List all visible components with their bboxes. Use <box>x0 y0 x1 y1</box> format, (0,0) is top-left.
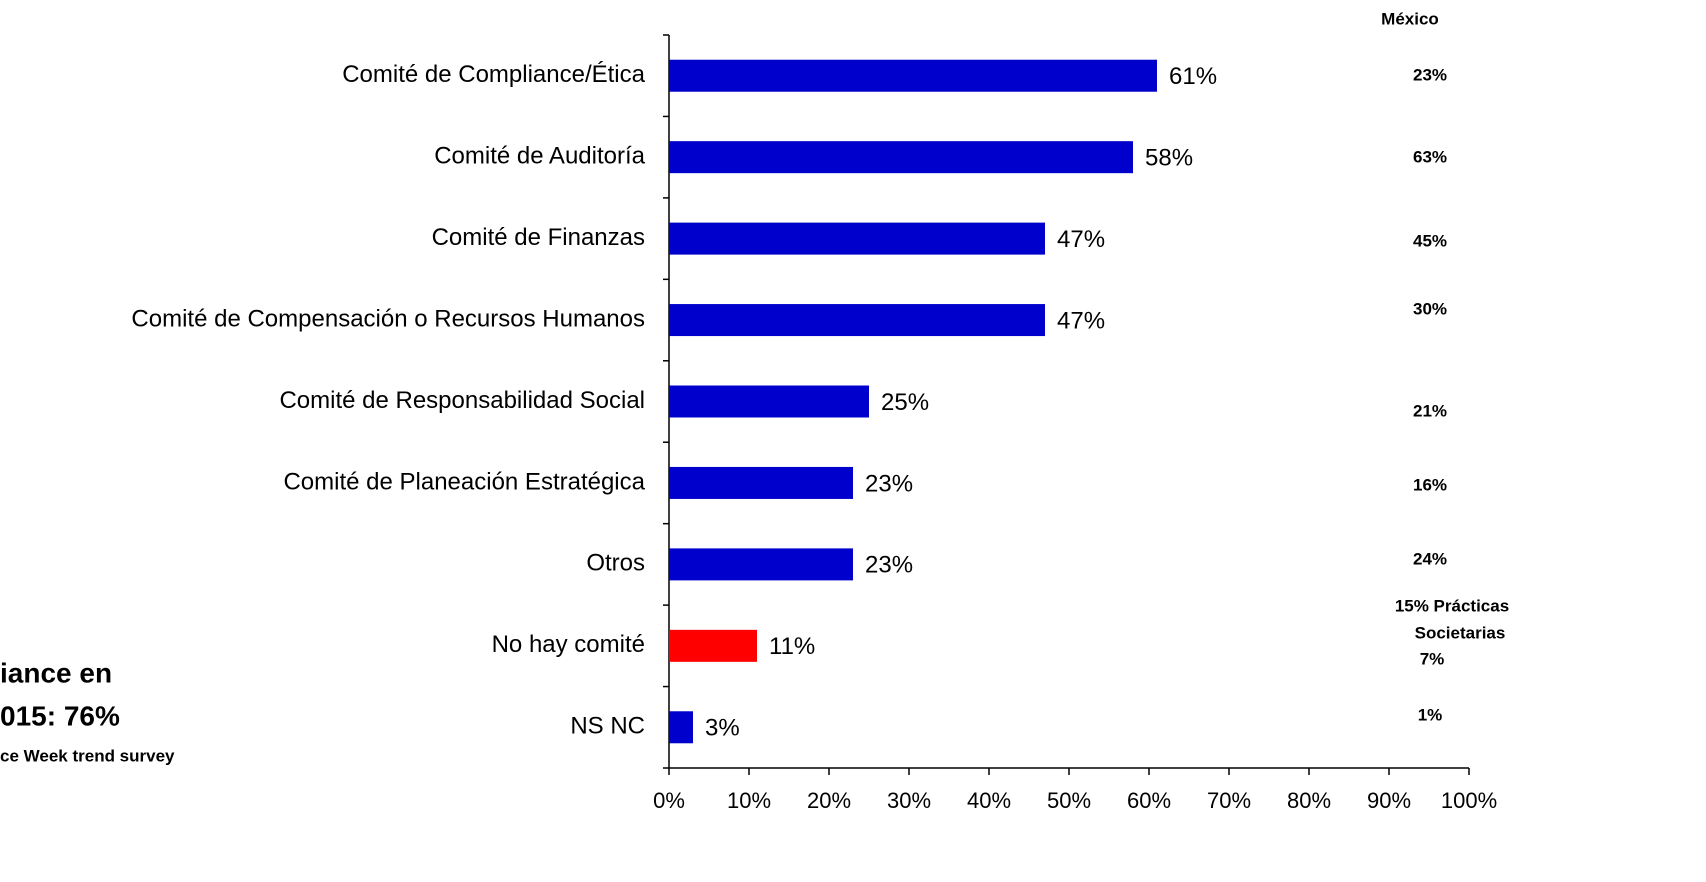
mexico-value: 45% <box>1413 231 1447 250</box>
mexico-value: 15% Prácticas <box>1395 596 1509 615</box>
x-tick-label: 30% <box>887 788 931 813</box>
value-label: 23% <box>865 470 913 497</box>
category-label: Comité de Compensación o Recursos Humano… <box>131 305 645 332</box>
bar <box>669 629 757 662</box>
category-label: Comité de Auditoría <box>434 143 645 170</box>
annotation: 015: 76% <box>0 700 120 731</box>
bar <box>669 59 1157 92</box>
category-label: No hay comité <box>492 631 645 658</box>
x-tick-label: 100% <box>1441 788 1497 813</box>
mexico-value: 30% <box>1413 299 1447 318</box>
mexico-value: 16% <box>1413 475 1447 494</box>
x-tick-label: 90% <box>1367 788 1411 813</box>
value-label: 3% <box>705 715 740 742</box>
x-tick-label: 70% <box>1207 788 1251 813</box>
category-label: Comité de Planeación Estratégica <box>283 468 645 495</box>
category-label: Comité de Finanzas <box>432 224 645 251</box>
mexico-value: 1% <box>1418 705 1443 724</box>
value-label: 47% <box>1057 226 1105 253</box>
x-tick-label: 50% <box>1047 788 1091 813</box>
value-label: 25% <box>881 389 929 416</box>
mexico-header: México <box>1381 9 1439 28</box>
bar <box>669 548 853 581</box>
mexico-value: 23% <box>1413 65 1447 84</box>
value-label: 61% <box>1169 63 1217 90</box>
value-label: 58% <box>1145 145 1193 172</box>
value-label: 47% <box>1057 307 1105 334</box>
category-label: Comité de Compliance/Ética <box>342 61 645 88</box>
mexico-value: 7% <box>1420 649 1445 668</box>
bar <box>669 466 853 499</box>
bar <box>669 222 1045 255</box>
category-label: NS NC <box>570 713 645 740</box>
category-label: Otros <box>586 550 645 577</box>
x-tick-label: 40% <box>967 788 1011 813</box>
mexico-value: 24% <box>1413 549 1447 568</box>
x-tick-label: 20% <box>807 788 851 813</box>
bar <box>669 711 693 744</box>
x-tick-label: 80% <box>1287 788 1331 813</box>
annotation: ce Week trend survey <box>0 746 175 765</box>
mexico-value: 63% <box>1413 147 1447 166</box>
annotation: iance en <box>0 657 112 688</box>
value-label: 11% <box>769 633 815 660</box>
bar <box>669 141 1133 174</box>
value-label: 23% <box>865 552 913 579</box>
mexico-value: Societarias <box>1415 623 1506 642</box>
bar <box>669 385 869 418</box>
x-tick-label: 60% <box>1127 788 1171 813</box>
mexico-value: 21% <box>1413 401 1447 420</box>
category-label: Comité de Responsabilidad Social <box>279 387 645 414</box>
x-tick-label: 10% <box>727 788 771 813</box>
bar <box>669 304 1045 337</box>
x-tick-label: 0% <box>653 788 685 813</box>
